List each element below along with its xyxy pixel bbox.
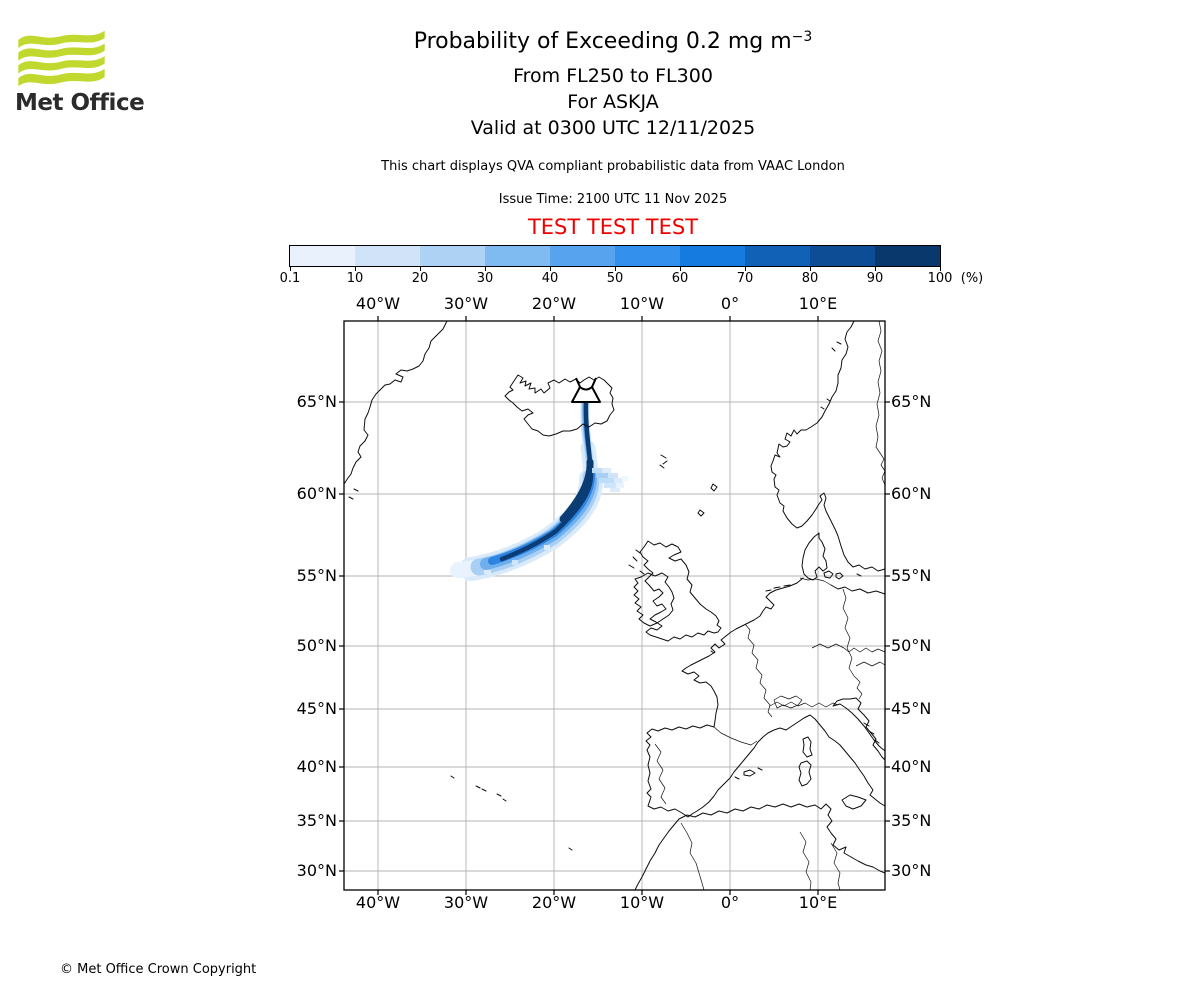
colorbar-tick <box>550 267 551 271</box>
volcano-symbol <box>571 377 601 403</box>
lat-tick-label-left: 55°N <box>296 566 337 585</box>
lat-tick-label-left: 50°N <box>296 636 337 655</box>
lat-tick-label-left: 40°N <box>296 757 337 776</box>
coast-faroes-shetland-orkney-hebrides <box>628 454 718 575</box>
lon-tick-label-top: 10°E <box>798 294 838 313</box>
coast-continental-europe <box>645 577 886 818</box>
colorbar-tick <box>810 267 811 271</box>
map-border <box>343 320 886 891</box>
coast-greenland <box>343 320 448 500</box>
coast-great-britain <box>639 540 722 642</box>
lat-tick-label-left: 45°N <box>296 699 337 718</box>
colorbar-tick-label: 0.1 <box>279 271 301 286</box>
colorbar-segment <box>485 246 550 266</box>
met-office-wordmark: Met Office <box>15 90 145 116</box>
colorbar-tick-label: 60 <box>671 271 689 286</box>
lat-tick-label-left: 65°N <box>296 392 337 411</box>
colorbar-tick-label: 80 <box>801 271 819 286</box>
copyright-notice: © Met Office Crown Copyright <box>60 962 257 977</box>
lat-tick-label-right: 60°N <box>891 484 932 503</box>
coast-ireland <box>633 572 675 627</box>
country-borders <box>654 320 886 891</box>
colorbar-tick <box>745 267 746 271</box>
met-office-wave-flag <box>18 30 105 87</box>
map-svg <box>339 316 890 895</box>
lon-tick-label-bottom: 10°E <box>798 893 838 912</box>
colorbar-segment <box>550 246 615 266</box>
title-superscript: −3 <box>791 29 813 45</box>
coast-med-islands <box>734 736 867 810</box>
coast-iceland <box>504 374 615 437</box>
lat-tick-label-right: 65°N <box>891 392 932 411</box>
met-office-logo <box>14 28 109 88</box>
lat-tick-label-right: 50°N <box>891 636 932 655</box>
colorbar-tick-label: 90 <box>866 271 884 286</box>
colorbar-segment <box>290 246 355 266</box>
coast-sweden-baltic <box>830 561 886 595</box>
lon-tick-label-top: 20°W <box>531 294 577 313</box>
colorbar-tick-label: 10 <box>346 271 364 286</box>
axis-ticks <box>339 316 890 895</box>
qva-info-line: This chart displays QVA compliant probab… <box>381 159 845 174</box>
colorbar-segment <box>810 246 875 266</box>
lon-tick-label-bottom: 10°W <box>619 893 665 912</box>
lat-tick-label-right: 55°N <box>891 566 932 585</box>
lon-tick-label-top: 30°W <box>443 294 489 313</box>
page-title: Probability of Exceeding 0.2 mg m−3 <box>414 29 813 54</box>
colorbar-tick <box>485 267 486 271</box>
graticule-gridlines <box>344 321 885 890</box>
colorbar-tick <box>290 267 291 271</box>
issue-time-line: Issue Time: 2100 UTC 11 Nov 2025 <box>498 192 728 207</box>
colorbar-tick-label: 30 <box>476 271 494 286</box>
lon-tick-label-top: 10°W <box>619 294 665 313</box>
colorbar-unit-label: (%) <box>960 271 984 286</box>
ash-plume-pixel-patch <box>484 468 628 574</box>
lat-tick-label-left: 30°N <box>296 861 337 880</box>
lon-tick-label-bottom: 40°W <box>355 893 401 912</box>
lat-tick-label-right: 30°N <box>891 861 932 880</box>
lon-tick-label-bottom: 0° <box>720 893 740 912</box>
coast-denmark <box>801 532 862 581</box>
colorbar-tick <box>615 267 616 271</box>
lat-tick-label-right: 40°N <box>891 757 932 776</box>
lon-tick-label-top: 0° <box>720 294 740 313</box>
colorbar-segment <box>420 246 485 266</box>
colorbar-tick-label: 100 <box>927 271 953 286</box>
colorbar-tick <box>940 267 941 271</box>
colorbar-segment <box>745 246 810 266</box>
colorbar-tick <box>420 267 421 271</box>
colorbar-tick <box>355 267 356 271</box>
subtitle-valid-time: Valid at 0300 UTC 12/11/2025 <box>470 117 756 139</box>
coastlines <box>343 320 886 891</box>
lat-tick-label-right: 35°N <box>891 811 932 830</box>
lat-tick-label-left: 60°N <box>296 484 337 503</box>
coast-north-africa <box>634 803 886 891</box>
lon-tick-label-bottom: 20°W <box>531 893 577 912</box>
colorbar-tick-label: 50 <box>606 271 624 286</box>
lon-tick-label-bottom: 30°W <box>443 893 489 912</box>
colorbar-segment <box>680 246 745 266</box>
colorbar-tick <box>680 267 681 271</box>
colorbar-tick-label: 70 <box>736 271 754 286</box>
ash-plume <box>450 398 603 581</box>
coast-adriatic <box>832 697 886 761</box>
subtitle-volcano: For ASKJA <box>567 91 659 113</box>
colorbar-tick <box>875 267 876 271</box>
colorbar-tick-label: 40 <box>541 271 559 286</box>
map-panel <box>339 316 890 896</box>
lat-tick-label-right: 45°N <box>891 699 932 718</box>
coast-azores-madeira <box>450 775 573 851</box>
test-banner: TEST TEST TEST <box>527 215 699 239</box>
colorbar-segment <box>355 246 420 266</box>
colorbar-tick-label: 20 <box>411 271 429 286</box>
lon-tick-label-top: 40°W <box>355 294 401 313</box>
probability-colorbar <box>289 245 941 267</box>
lat-tick-label-left: 35°N <box>296 811 337 830</box>
subtitle-flight-levels: From FL250 to FL300 <box>513 65 713 87</box>
title-text: Probability of Exceeding 0.2 mg m <box>413 29 792 54</box>
colorbar-segment <box>875 246 940 266</box>
colorbar-segment <box>615 246 680 266</box>
coast-norway <box>770 320 855 563</box>
